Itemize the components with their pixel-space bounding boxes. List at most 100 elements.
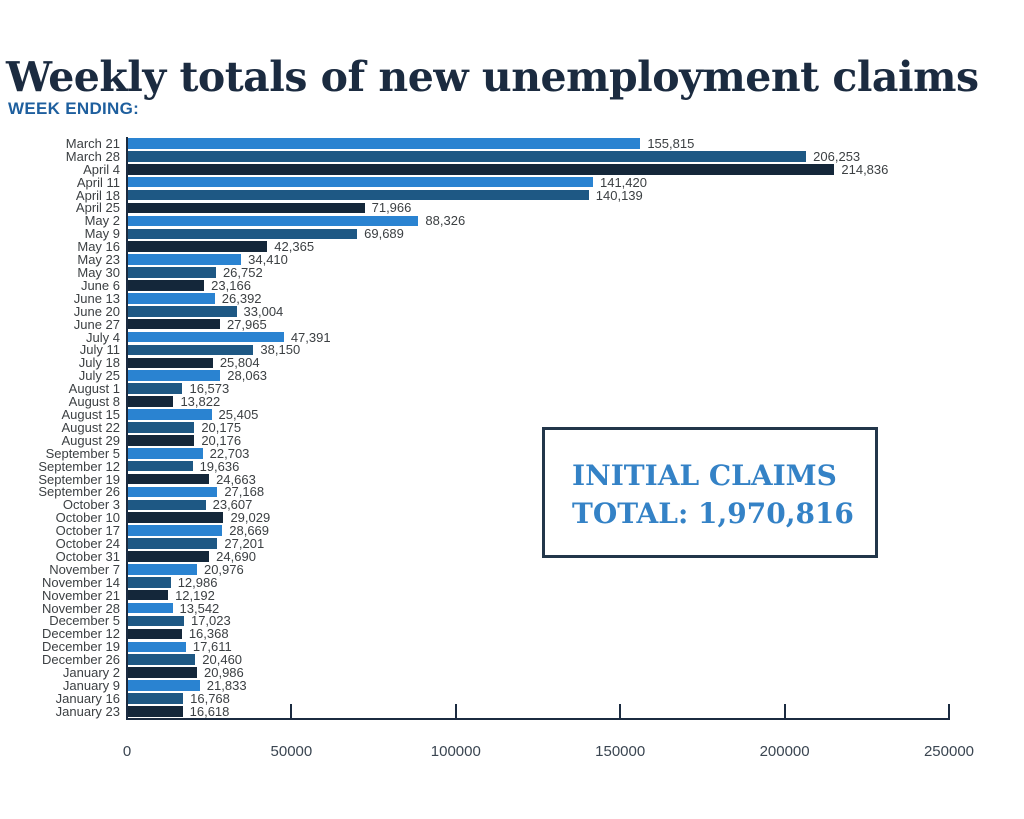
category-label: January 9 — [62, 678, 120, 694]
value-label: 34,410 — [248, 252, 288, 268]
bar-track: 155,815 — [128, 137, 950, 150]
bar-row: April 25 71,966 — [0, 200, 1024, 216]
bar-track: 34,410 — [128, 253, 950, 266]
bar-track: 22,703 — [128, 447, 950, 460]
category-label: July 18 — [78, 355, 120, 371]
category-label: October 24 — [55, 536, 120, 552]
bar — [128, 576, 171, 588]
bar-row: May 23 34,410 — [0, 253, 1024, 266]
category-label: April 4 — [83, 161, 120, 177]
value-label: 27,965 — [226, 316, 267, 332]
bar-row: June 20 33,004 — [0, 305, 1024, 318]
x-axis-tick-label: 100000 — [430, 743, 481, 760]
category-label: August 22 — [61, 419, 120, 435]
category-label: September 5 — [45, 445, 120, 461]
x-axis-tick — [948, 704, 950, 718]
bar — [128, 551, 210, 562]
bar — [128, 357, 213, 369]
bar-row: July 4 47,391 — [0, 331, 1024, 344]
value-label: 13,542 — [179, 600, 220, 616]
bar — [128, 370, 221, 382]
value-label: 20,176 — [201, 432, 242, 448]
bar-track: 19,636 — [128, 460, 950, 473]
bar — [128, 189, 589, 201]
bar-track: 24,690 — [128, 550, 950, 563]
value-label: 16,618 — [189, 703, 230, 719]
bar — [128, 293, 215, 304]
x-axis-tick — [619, 704, 622, 718]
bar-track: 69,689 — [128, 227, 950, 240]
value-label: 141,420 — [599, 174, 647, 190]
bar — [128, 241, 268, 252]
bar-row: October 17 28,669 — [0, 524, 1024, 537]
value-label: 27,201 — [224, 536, 265, 552]
bar-track: 38,150 — [128, 342, 950, 358]
bar-track: 16,368 — [128, 627, 950, 640]
value-label: 69,689 — [364, 226, 404, 242]
bar — [128, 409, 212, 420]
category-label: August 8 — [68, 394, 120, 410]
bar — [128, 499, 206, 511]
bar-track: 71,966 — [128, 200, 950, 216]
category-label: August 29 — [61, 432, 120, 448]
bar-track: 13,542 — [128, 602, 950, 615]
value-label: 16,573 — [189, 381, 230, 397]
bar-track: 214,836 — [128, 163, 950, 176]
bar-row: July 11 38,150 — [0, 342, 1024, 358]
bar — [128, 654, 196, 665]
category-label: November 28 — [41, 600, 120, 616]
category-label: December 5 — [49, 613, 120, 629]
category-label: April 11 — [76, 174, 120, 190]
bar-track: 16,573 — [128, 382, 950, 395]
bar-row: November 7 20,976 — [0, 563, 1024, 576]
bar — [128, 151, 807, 162]
bar — [128, 525, 223, 536]
category-label: January 2 — [62, 665, 120, 681]
bar-track: 16,618 — [128, 705, 950, 718]
bar — [128, 473, 210, 485]
bar-row: August 1 16,573 — [0, 382, 1024, 395]
bar-track: 27,201 — [128, 537, 950, 550]
bar — [128, 176, 593, 188]
value-label: 16,368 — [188, 626, 229, 642]
category-label: March 21 — [65, 135, 120, 151]
bar — [128, 486, 218, 498]
bar — [128, 538, 218, 549]
bar — [128, 138, 641, 149]
bar-track: 88,326 — [128, 214, 950, 227]
bar-row: October 24 27,201 — [0, 537, 1024, 550]
value-label: 88,326 — [425, 213, 466, 229]
value-label: 13,822 — [180, 394, 221, 410]
bar-track: 13,822 — [128, 395, 950, 408]
bar-row: December 26 20,460 — [0, 653, 1024, 666]
bar — [128, 383, 183, 394]
value-label: 42,365 — [274, 239, 315, 255]
category-label: September 12 — [38, 458, 120, 474]
x-axis-tick-label: 0 — [122, 743, 132, 760]
bar-row: May 16 42,365 — [0, 240, 1024, 253]
bar — [128, 447, 203, 459]
x-axis-tick — [454, 704, 457, 718]
bar-row: April 4 214,836 — [0, 163, 1024, 176]
value-label: 23,607 — [212, 497, 253, 513]
initial-claims-line2: TOTAL: 1,970,816 — [572, 496, 854, 530]
category-label: April 25 — [75, 200, 120, 216]
bar-track: 25,804 — [128, 356, 950, 369]
bar-track: 206,253 — [128, 150, 950, 163]
value-label: 29,029 — [230, 510, 271, 526]
value-label: 26,392 — [221, 290, 262, 306]
value-label: 214,836 — [841, 161, 889, 177]
category-label: January 23 — [55, 703, 120, 719]
x-axis-tick-label: 200000 — [759, 743, 810, 760]
value-label: 28,063 — [227, 368, 268, 384]
bar-track: 28,669 — [128, 524, 950, 537]
y-axis-line — [126, 137, 128, 720]
category-label: November 7 — [49, 561, 120, 577]
bar-row: June 27 27,965 — [0, 318, 1024, 331]
bar-row: March 28 206,253 — [0, 150, 1024, 163]
value-label: 38,150 — [260, 342, 301, 358]
bar — [128, 163, 835, 175]
category-label: May 30 — [77, 265, 120, 281]
category-label: May 16 — [77, 239, 120, 255]
value-label: 71,966 — [371, 200, 412, 216]
